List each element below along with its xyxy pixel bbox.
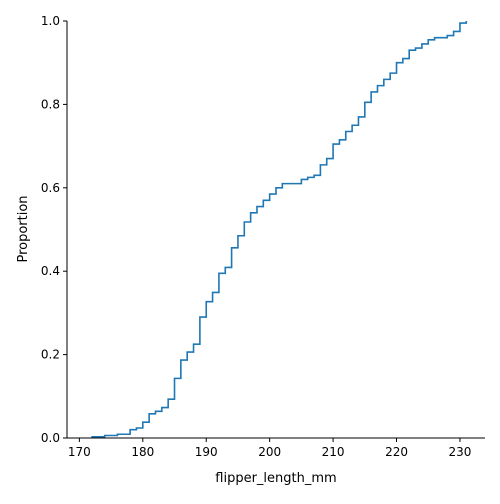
ecdf-series-line [91, 21, 468, 438]
x-tick-label: 190 [195, 445, 218, 459]
x-axis-title: flipper_length_mm [215, 471, 336, 486]
x-tick-label: 180 [131, 445, 154, 459]
y-tick-label: 0.6 [41, 181, 60, 195]
x-tick-label: 200 [258, 445, 281, 459]
x-tick-label: 170 [68, 445, 91, 459]
x-tick-label: 220 [385, 445, 408, 459]
y-tick-label: 0.4 [41, 264, 60, 278]
y-tick-label: 0.0 [41, 431, 60, 445]
y-tick-label: 1.0 [41, 14, 60, 28]
y-tick-label: 0.2 [41, 348, 60, 362]
x-tick-label: 230 [448, 445, 471, 459]
x-tick-label: 210 [322, 445, 345, 459]
y-tick-label: 0.8 [41, 97, 60, 111]
y-axis-title: Proportion [16, 195, 31, 262]
